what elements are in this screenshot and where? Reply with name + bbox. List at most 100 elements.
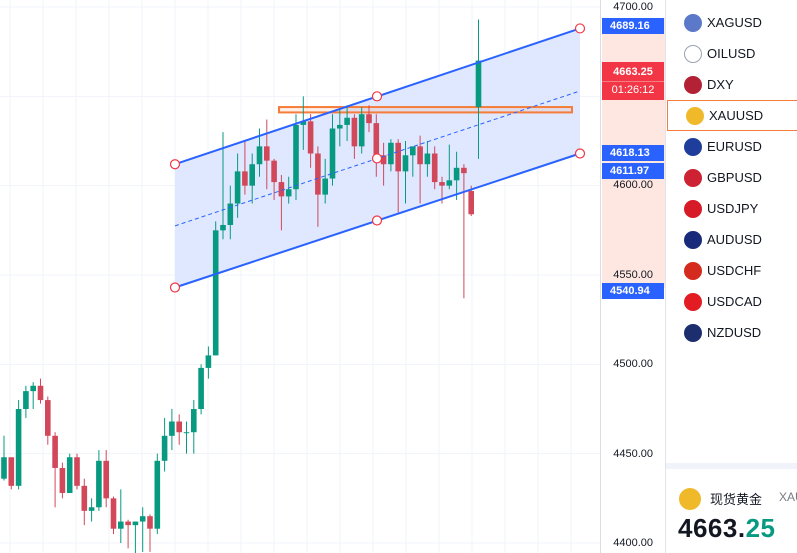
axis-label-4450: 4450.00 <box>613 448 653 460</box>
watchlist-symbol: AUDUSD <box>707 232 762 247</box>
channel-mid-bottom-tag: 4611.97 <box>602 163 664 179</box>
candle-body <box>37 385 44 401</box>
candle-body <box>271 160 277 183</box>
price-chart[interactable] <box>0 0 600 553</box>
watchlist-symbol: OILUSD <box>707 46 756 61</box>
candle-body <box>424 153 431 165</box>
candle-body <box>176 421 182 433</box>
candle-body <box>66 457 73 493</box>
candle-body <box>88 507 95 511</box>
watchlist-symbol: USDCHF <box>707 263 762 278</box>
candle-body <box>183 432 190 434</box>
axis-label-4550: 4550.00 <box>613 269 653 281</box>
channel-upper-tag: 4689.16 <box>602 18 664 34</box>
watchlist-symbol: USDCAD <box>707 294 762 309</box>
candle-body <box>169 421 175 436</box>
candle-body <box>358 114 365 147</box>
candle-body <box>380 155 387 165</box>
watchlist-item-usdcad[interactable]: USDCAD <box>666 286 797 317</box>
candle-body <box>468 191 474 215</box>
current-price-tag: 4663.25 01:26:12 <box>602 62 664 100</box>
candle-body <box>59 467 66 493</box>
candle-body <box>300 121 307 125</box>
candle-body <box>132 521 139 526</box>
candle-body <box>15 409 22 486</box>
candle-body <box>125 521 131 526</box>
candle-body <box>285 189 292 197</box>
watchlist-symbol: NZDUSD <box>707 325 762 340</box>
candlestick-chart[interactable] <box>0 0 600 553</box>
axis-label-4400: 4400.00 <box>613 537 653 549</box>
watchlist-item-usdchf[interactable]: USDCHF <box>666 255 797 286</box>
au-us-flag-icon <box>684 230 702 249</box>
candle-body <box>103 460 109 499</box>
candle-body <box>446 180 453 186</box>
watchlist-panel: XAGUSD OILUSD DXY XAUUSD EURUSD GBPUSD USDJPY A… <box>665 0 797 553</box>
channel-handle <box>169 159 181 170</box>
watchlist-symbol: XAUUSD <box>709 108 764 123</box>
silver-icon <box>684 13 702 32</box>
candle-body <box>220 224 226 231</box>
candle-body <box>395 142 401 172</box>
quote-name: 现货黄金 <box>710 492 763 507</box>
candle-body <box>8 457 15 486</box>
us-ch-flag-icon <box>684 261 702 280</box>
candle-body <box>118 521 124 529</box>
us-ca-flag-icon <box>684 292 702 311</box>
watchlist-item-oilusd[interactable]: OILUSD <box>666 38 797 69</box>
axis-label-4600: 4600.00 <box>613 179 653 191</box>
gold-icon <box>686 106 704 125</box>
candle-body <box>74 457 80 486</box>
candle-body <box>45 400 51 436</box>
candle-body <box>373 123 380 156</box>
candle-body <box>264 146 270 161</box>
watchlist-item-dxy[interactable]: DXY <box>666 69 797 100</box>
candle-body <box>337 124 343 129</box>
watchlist-item-gbpusd[interactable]: GBPUSD <box>666 162 797 193</box>
watchlist-item-xagusd[interactable]: XAGUSD <box>666 7 797 38</box>
watchlist-symbol: EURUSD <box>707 139 762 154</box>
candle-body <box>475 60 482 108</box>
candle-body <box>431 153 438 183</box>
watchlist-item-nzdusd[interactable]: NZDUSD <box>666 317 797 348</box>
candle-body <box>96 460 102 508</box>
candle-body <box>278 182 285 197</box>
candle-body <box>366 114 372 124</box>
us-flag-icon <box>684 75 702 94</box>
candle-body <box>315 153 321 195</box>
axis-label-4500: 4500.00 <box>613 358 653 370</box>
candle-body <box>23 391 29 409</box>
watchlist-symbol: DXY <box>707 77 734 92</box>
us-jp-flag-icon <box>684 199 702 218</box>
eu-us-flag-icon <box>684 137 702 156</box>
watchlist-item-xauusd[interactable]: XAUUSD <box>667 100 797 131</box>
candle-body <box>329 128 336 179</box>
channel-handle <box>371 91 383 102</box>
candle-body <box>110 498 117 529</box>
channel-handle <box>371 215 383 226</box>
watchlist-item-usdjpy[interactable]: USDJPY <box>666 193 797 224</box>
gold-icon <box>679 488 701 510</box>
candle-body <box>198 367 204 409</box>
candle-body <box>147 516 153 529</box>
price-axis[interactable]: 4700.00 4689.16 4663.25 01:26:12 4618.13… <box>600 0 666 553</box>
oil-icon <box>684 44 702 63</box>
watchlist-symbol: XAGUSD <box>707 15 762 30</box>
candle-body <box>139 516 146 522</box>
candle-body <box>81 485 88 511</box>
candle-body <box>1 457 7 479</box>
candle-body <box>293 124 299 190</box>
watchlist-item-audusd[interactable]: AUDUSD <box>666 224 797 255</box>
candle-body <box>154 460 161 529</box>
candle-body <box>256 146 263 165</box>
candle-body <box>161 435 168 461</box>
watchlist-item-eurusd[interactable]: EURUSD <box>666 131 797 162</box>
candle-body <box>307 121 314 154</box>
candle-body <box>410 146 416 156</box>
bar-countdown: 01:26:12 <box>602 81 664 100</box>
candle-body <box>249 164 255 186</box>
channel-mid-top-tag: 4618.13 <box>602 145 664 161</box>
quote-price: 4663.25 <box>678 513 776 544</box>
uk-us-flag-icon <box>684 168 702 187</box>
quote-panel: 现货黄金 XAU 4663.25 <box>666 469 797 553</box>
